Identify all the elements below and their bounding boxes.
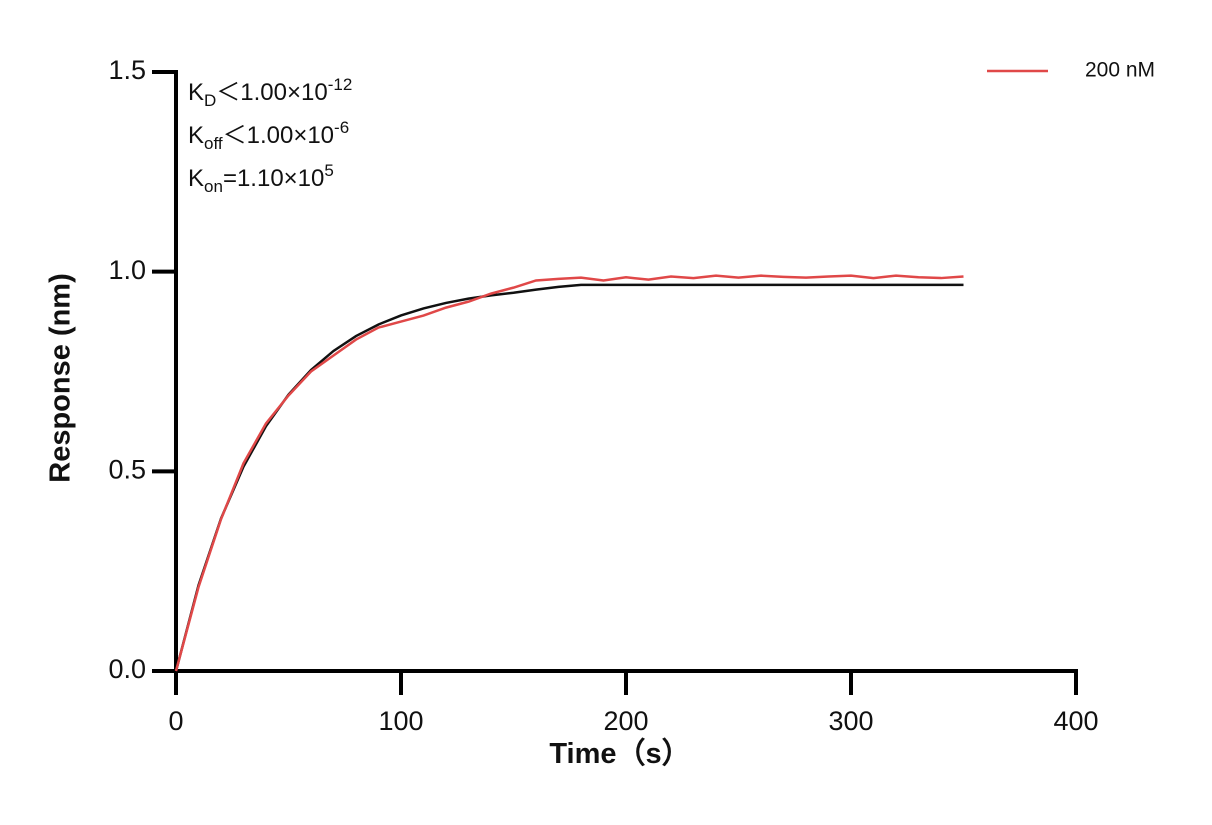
annotation: Kon=1.10×105 [188, 161, 334, 196]
x-tick-label: 100 [378, 706, 423, 736]
data-line [174, 283, 964, 672]
legend-label: 200 nM [1085, 59, 1155, 82]
annotation-superscript: 5 [324, 161, 333, 180]
annotation-base: K [188, 122, 204, 149]
x-tick-label: 200 [603, 706, 648, 736]
annotation-subscript: D [204, 91, 216, 110]
annotation-base: K [188, 165, 204, 192]
annotation: KD＜1.00×10-12 [188, 75, 352, 110]
annotation-text: ＜1.00×10 [223, 122, 334, 149]
annotation: Koff＜1.00×10-6 [188, 118, 349, 153]
annotation-base: K [188, 79, 204, 106]
y-tick-label: 0.5 [108, 454, 146, 484]
x-axis-title: Time（s） [549, 737, 690, 770]
annotation-text: =1.10×10 [223, 165, 324, 192]
data-line [174, 274, 964, 672]
y-tick-label: 0.0 [108, 654, 146, 684]
annotation-text: ＜1.00×10 [216, 79, 327, 106]
x-tick-label: 0 [168, 706, 183, 736]
x-tick-label: 300 [828, 706, 873, 736]
annotation-superscript: -12 [328, 75, 353, 94]
annotation-subscript: on [204, 177, 223, 196]
annotation-superscript: -6 [334, 118, 349, 137]
y-tick-label: 1.0 [108, 255, 146, 285]
y-axis-title: Response (nm) [45, 273, 77, 482]
y-tick-label: 1.5 [108, 55, 146, 85]
x-tick-label: 400 [1053, 706, 1098, 736]
annotation-subscript: off [204, 134, 223, 153]
